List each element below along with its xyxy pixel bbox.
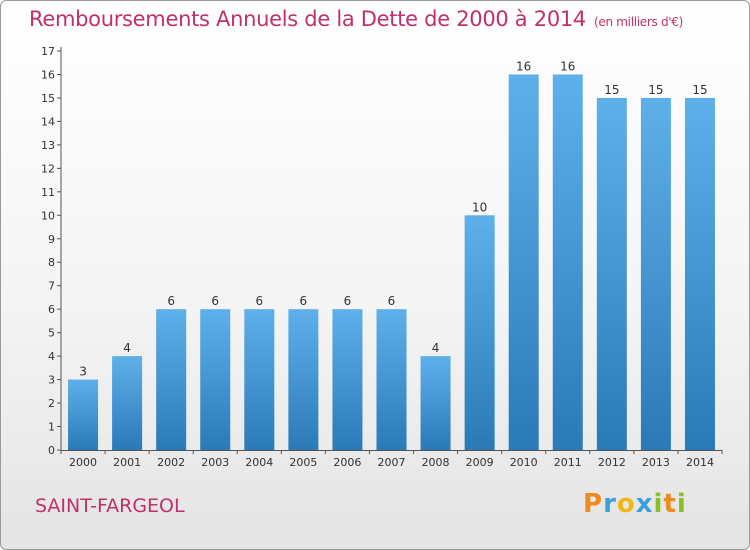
y-tick-label: 15: [41, 92, 55, 105]
logo-letter: r: [603, 489, 617, 519]
x-tick-label: 2001: [113, 456, 141, 469]
y-tick-label: 13: [41, 139, 55, 152]
y-tick-label: 16: [41, 68, 55, 81]
x-tick-label: 2003: [201, 456, 229, 469]
commune-name: SAINT-FARGEOL: [35, 495, 185, 517]
x-tick-label: 2007: [378, 456, 406, 469]
y-tick-label: 5: [48, 327, 55, 340]
logo-letter: o: [616, 489, 636, 519]
x-tick-label: 2002: [157, 456, 185, 469]
y-tick-label: 1: [48, 421, 55, 434]
bar-2002: [156, 309, 187, 450]
x-tick-label: 2004: [245, 456, 273, 469]
data-label-2008: 4: [432, 341, 440, 355]
y-tick-label: 12: [41, 162, 55, 175]
bar-2004: [244, 309, 275, 450]
proxiti-logo[interactable]: Proxiti: [583, 489, 687, 519]
bar-2010: [508, 74, 539, 451]
bar-2000: [68, 379, 99, 450]
y-tick-label: 2: [48, 397, 55, 410]
data-label-2004: 6: [255, 294, 263, 308]
bar-2008: [420, 356, 451, 450]
y-tick-label: 3: [48, 374, 55, 387]
x-tick-label: 2006: [333, 456, 361, 469]
logo-letter: i: [653, 489, 664, 519]
bar-2003: [200, 309, 231, 450]
bar-2005: [288, 309, 319, 450]
x-tick-label: 2013: [642, 456, 670, 469]
data-label-2013: 15: [648, 83, 663, 97]
y-tick-label: 4: [48, 350, 55, 363]
logo-letter: x: [635, 489, 654, 519]
y-tick-label: 10: [41, 209, 55, 222]
data-label-2006: 6: [344, 294, 352, 308]
y-tick-label: 14: [41, 115, 55, 128]
bar-2013: [640, 97, 671, 451]
bar-2011: [552, 74, 583, 451]
x-tick-label: 2011: [554, 456, 582, 469]
y-tick-label: 9: [48, 233, 55, 246]
data-label-2001: 4: [123, 341, 131, 355]
chart-unit: (en milliers d'€): [594, 15, 684, 29]
y-tick-label: 0: [48, 444, 55, 457]
x-tick-label: 2012: [598, 456, 626, 469]
data-label-2012: 15: [604, 83, 619, 97]
logo-letter: P: [583, 489, 604, 519]
logo-letter: t: [663, 489, 677, 519]
data-label-2009: 10: [472, 200, 487, 214]
bar-2006: [332, 309, 363, 450]
data-label-2010: 16: [516, 59, 531, 73]
x-tick-label: 2010: [510, 456, 538, 469]
bar-2012: [596, 97, 627, 451]
bar-2007: [376, 309, 407, 450]
data-label-2011: 16: [560, 59, 575, 73]
chart-title: Remboursements Annuels de la Dette de 20…: [29, 7, 683, 31]
y-tick-label: 17: [41, 45, 55, 58]
data-label-2005: 6: [300, 294, 308, 308]
bar-2014: [684, 97, 715, 451]
x-tick-label: 2000: [69, 456, 97, 469]
data-label-2007: 6: [388, 294, 396, 308]
bar-2009: [464, 215, 495, 450]
data-label-2000: 3: [79, 365, 87, 379]
bar-2001: [112, 356, 143, 450]
x-tick-label: 2009: [466, 456, 494, 469]
logo-letter: i: [676, 489, 687, 519]
y-tick-label: 6: [48, 303, 55, 316]
x-tick-label: 2014: [686, 456, 714, 469]
x-tick-label: 2008: [422, 456, 450, 469]
data-label-2014: 15: [692, 83, 707, 97]
data-label-2003: 6: [211, 294, 219, 308]
y-tick-label: 7: [48, 280, 55, 293]
y-tick-label: 11: [41, 186, 55, 199]
chart-title-text: Remboursements Annuels de la Dette de 20…: [29, 7, 586, 31]
data-label-2002: 6: [167, 294, 175, 308]
y-tick-label: 8: [48, 256, 55, 269]
x-tick-label: 2005: [289, 456, 317, 469]
